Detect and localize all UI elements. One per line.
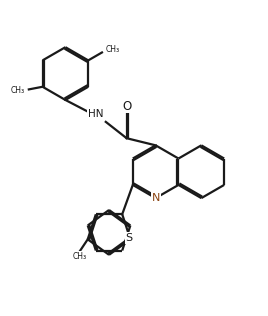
Text: N: N [151, 193, 160, 203]
Text: CH₃: CH₃ [73, 252, 87, 261]
Text: HN: HN [88, 109, 103, 119]
Text: CH₃: CH₃ [105, 45, 119, 54]
Text: O: O [122, 100, 131, 112]
Text: CH₃: CH₃ [11, 86, 25, 95]
Text: S: S [125, 233, 133, 243]
